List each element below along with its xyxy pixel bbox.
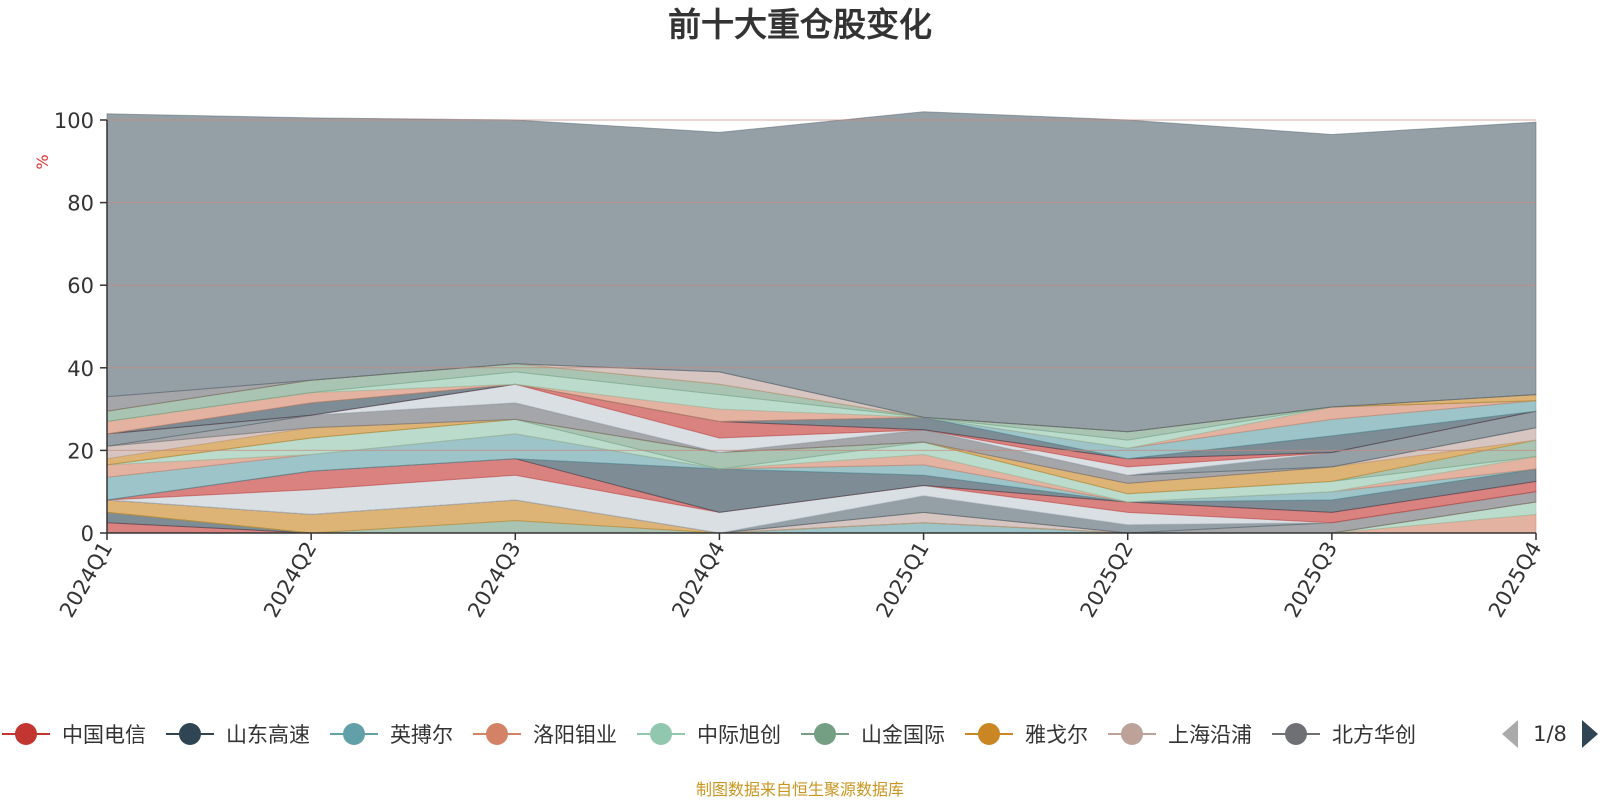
source-note: 制图数据来自恒生聚源数据库 xyxy=(696,780,904,799)
series-areas xyxy=(106,111,1537,534)
legend-circle-icon xyxy=(1285,723,1307,745)
legend-item-4[interactable]: 洛阳钼业 xyxy=(473,723,617,747)
y-ticks: 0 20 40 60 80 100 xyxy=(54,109,107,546)
legend-circle-icon xyxy=(978,723,1000,745)
legend-item-1[interactable]: 中国电信 xyxy=(2,723,146,747)
x-tick-label: 2024Q1 xyxy=(55,538,117,622)
y-tick-label: 0 xyxy=(81,522,94,546)
x-ticks: 2024Q1 2024Q2 2024Q3 2024Q4 2025Q1 2025Q2 2025… xyxy=(55,533,1546,622)
legend-item-9[interactable]: 北方华创 xyxy=(1272,723,1416,747)
legend-label: 中国电信 xyxy=(62,723,146,747)
legend-circle-icon xyxy=(814,723,836,745)
legend-label: 英搏尔 xyxy=(390,723,453,747)
legend-prev-page-icon[interactable] xyxy=(1502,720,1518,748)
legend-label: 中际旭创 xyxy=(697,723,781,747)
legend-label: 山金国际 xyxy=(861,723,945,747)
legend-page-indicator: 1/8 xyxy=(1533,722,1567,746)
y-tick-label: 60 xyxy=(67,274,94,298)
x-tick-label: 2024Q3 xyxy=(463,538,525,622)
x-tick-label: 2024Q2 xyxy=(259,538,321,622)
legend-pager: 1/8 xyxy=(1502,720,1598,748)
legend-item-3[interactable]: 英搏尔 xyxy=(330,723,453,747)
legend-label: 洛阳钼业 xyxy=(533,723,617,747)
y-tick-label: 80 xyxy=(67,192,94,216)
legend-circle-icon xyxy=(1121,723,1143,745)
x-tick-label: 2025Q2 xyxy=(1076,538,1138,622)
legend-item-8[interactable]: 上海沿浦 xyxy=(1108,723,1252,747)
y-tick-label: 100 xyxy=(54,109,94,133)
legend-circle-icon xyxy=(179,723,201,745)
legend-item-2[interactable]: 山东高速 xyxy=(166,723,310,747)
legend-label: 上海沿浦 xyxy=(1168,723,1252,747)
grid-lines xyxy=(107,119,1536,451)
legend-label: 山东高速 xyxy=(226,723,310,747)
legend-item-7[interactable]: 雅戈尔 xyxy=(965,723,1088,747)
legend-circle-icon xyxy=(343,723,365,745)
legend-label: 北方华创 xyxy=(1332,723,1416,747)
x-tick-label: 2025Q1 xyxy=(871,538,933,622)
y-tick-label: 20 xyxy=(67,439,94,463)
legend-circle-icon xyxy=(15,723,37,745)
chart-title: 前十大重仓股变化 xyxy=(668,5,932,44)
area-series-32[interactable] xyxy=(106,111,1537,433)
x-tick-label: 2025Q4 xyxy=(1484,538,1546,622)
legend-circle-icon xyxy=(486,723,508,745)
legend-next-page-icon[interactable] xyxy=(1582,720,1598,748)
y-tick-label: 40 xyxy=(67,357,94,381)
y-axis-unit: % xyxy=(33,154,52,169)
legend-item-5[interactable]: 中际旭创 xyxy=(637,723,781,747)
x-tick-label: 2024Q4 xyxy=(667,538,729,622)
axes xyxy=(106,120,1536,534)
legend-label: 雅戈尔 xyxy=(1025,723,1088,747)
legend-circle-icon xyxy=(650,723,672,745)
x-tick-label: 2025Q3 xyxy=(1280,538,1342,622)
legend[interactable]: 中国电信 山东高速 英搏尔 洛阳钼业 中际旭创 山金国际 雅戈尔 上海沿浦 北方华创 xyxy=(2,723,1416,747)
legend-item-6[interactable]: 山金国际 xyxy=(801,723,945,747)
